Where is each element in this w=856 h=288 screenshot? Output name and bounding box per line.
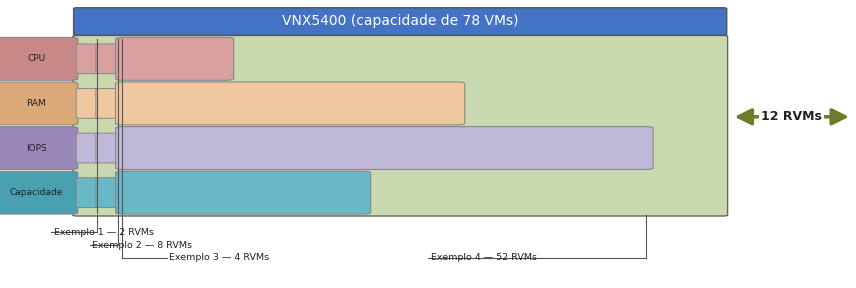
FancyBboxPatch shape: [76, 133, 101, 163]
FancyBboxPatch shape: [116, 127, 653, 169]
Text: Exemplo 2 — 8 RVMs: Exemplo 2 — 8 RVMs: [92, 240, 193, 249]
Text: 12 RVMs: 12 RVMs: [761, 110, 823, 123]
Text: Capacidade: Capacidade: [9, 188, 63, 197]
FancyBboxPatch shape: [0, 171, 78, 214]
FancyBboxPatch shape: [96, 88, 122, 118]
FancyBboxPatch shape: [76, 88, 101, 118]
Text: RAM: RAM: [27, 99, 46, 108]
Text: Exemplo 4 — 52 RVMs: Exemplo 4 — 52 RVMs: [431, 253, 537, 262]
FancyBboxPatch shape: [0, 82, 78, 125]
FancyBboxPatch shape: [116, 171, 371, 214]
FancyBboxPatch shape: [0, 127, 78, 169]
FancyBboxPatch shape: [96, 178, 122, 208]
FancyBboxPatch shape: [96, 44, 122, 74]
FancyBboxPatch shape: [116, 82, 465, 125]
Text: CPU: CPU: [27, 54, 45, 63]
FancyBboxPatch shape: [74, 8, 727, 35]
Text: Exemplo 1 — 2 RVMs: Exemplo 1 — 2 RVMs: [54, 228, 154, 237]
FancyBboxPatch shape: [73, 35, 728, 216]
FancyBboxPatch shape: [116, 37, 234, 80]
Text: IOPS: IOPS: [26, 143, 47, 153]
FancyBboxPatch shape: [76, 44, 101, 74]
FancyBboxPatch shape: [76, 178, 101, 208]
FancyBboxPatch shape: [96, 133, 122, 163]
Text: VNX5400 (capacidade de 78 VMs): VNX5400 (capacidade de 78 VMs): [282, 14, 519, 29]
Text: Exemplo 3 — 4 RVMs: Exemplo 3 — 4 RVMs: [169, 253, 270, 262]
FancyBboxPatch shape: [0, 37, 78, 80]
